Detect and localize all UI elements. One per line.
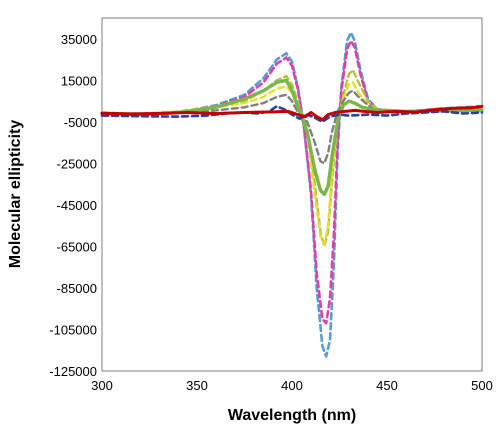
series-line-4 (100, 81, 484, 246)
y-tick-label: -125000 (49, 364, 97, 379)
y-tick-label: -45000 (57, 198, 97, 213)
series-line-5 (100, 89, 484, 165)
x-axis-title: Wavelength (nm) (228, 407, 356, 424)
series-line-8 (100, 104, 484, 122)
series-line-1 (100, 31, 484, 358)
y-tick-label: -65000 (57, 239, 97, 254)
y-tick-label: -105000 (49, 322, 97, 337)
plot-frame (101, 17, 483, 372)
x-tick-labels: 300 350 400 450 500 (91, 378, 493, 393)
y-tick-label: -25000 (57, 156, 97, 171)
y-tick-label: -5000 (64, 115, 97, 130)
series-line-2 (100, 39, 484, 325)
x-tick-label: 500 (471, 378, 493, 393)
y-tick-label: -85000 (57, 281, 97, 296)
y-tick-label: 15000 (61, 73, 97, 88)
x-tick-label: 300 (91, 378, 113, 393)
x-tick-label: 350 (186, 378, 208, 393)
series-line-3 (100, 68, 484, 248)
x-tick-label: 400 (281, 378, 303, 393)
y-axis-title: Molecular ellipticity (7, 120, 24, 269)
series-line-6 (100, 78, 484, 197)
y-tick-labels: 35000 15000 -5000 -25000 -45000 -65000 -85000 -… (49, 32, 97, 379)
series-layer (100, 31, 484, 358)
y-tick-label: 35000 (61, 32, 97, 47)
x-tick-label: 450 (376, 378, 398, 393)
